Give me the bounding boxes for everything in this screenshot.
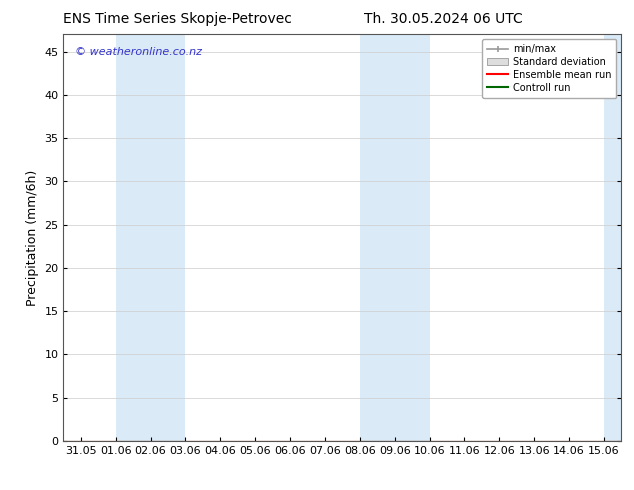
Legend: min/max, Standard deviation, Ensemble mean run, Controll run: min/max, Standard deviation, Ensemble me… [482,39,616,98]
Text: © weatheronline.co.nz: © weatheronline.co.nz [75,47,202,56]
Bar [116,34,185,441]
Y-axis label: Precipitation (mm/6h): Precipitation (mm/6h) [26,170,39,306]
Text: Th. 30.05.2024 06 UTC: Th. 30.05.2024 06 UTC [365,12,523,26]
Bar [359,34,429,441]
Text: ENS Time Series Skopje-Petrovec: ENS Time Series Skopje-Petrovec [63,12,292,26]
Bar [604,34,621,441]
